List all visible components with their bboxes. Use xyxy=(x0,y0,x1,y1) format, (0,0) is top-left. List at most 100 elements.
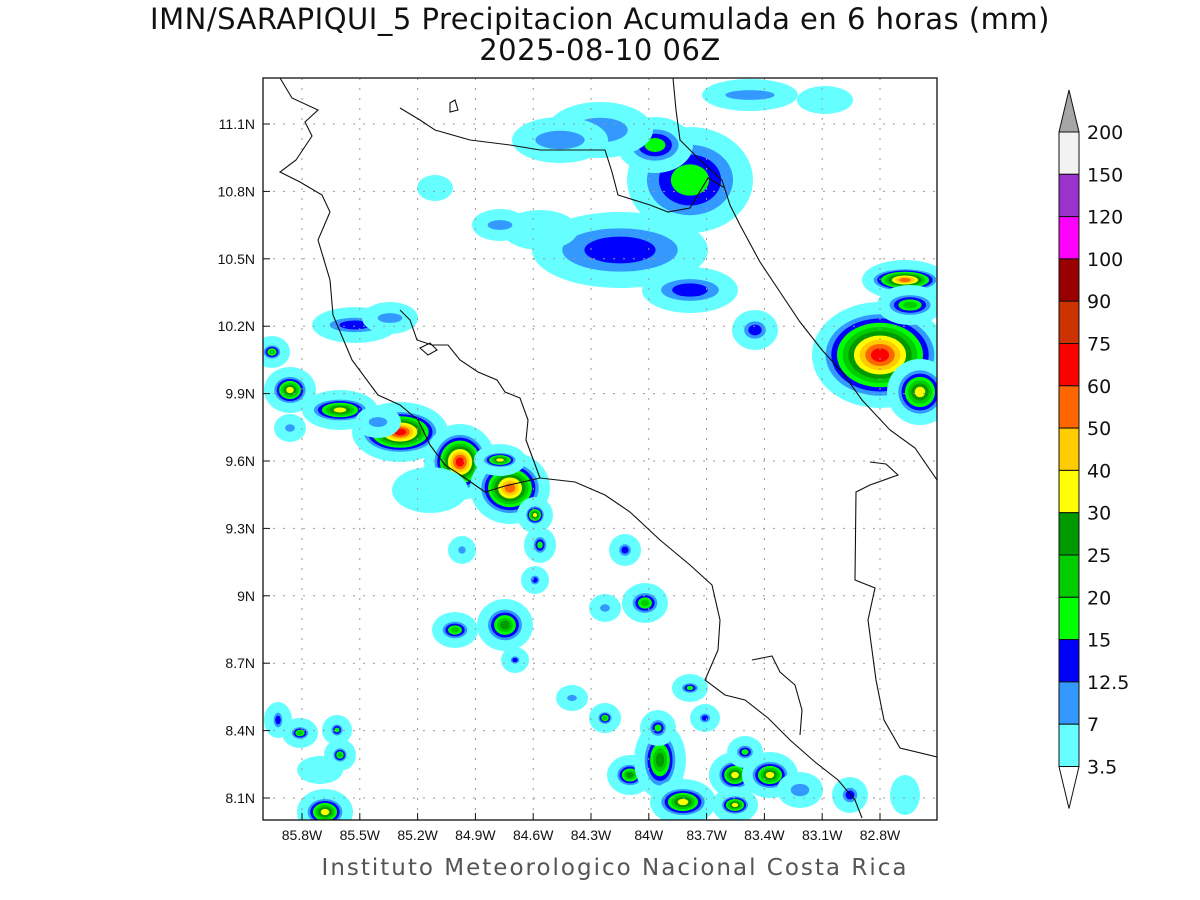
precip-cell xyxy=(622,583,668,623)
precip-contour xyxy=(297,731,303,735)
precip-contour xyxy=(368,417,388,427)
precip-contour xyxy=(339,320,371,330)
nicaragua-pacific-coast xyxy=(278,78,541,493)
precip-cell xyxy=(501,647,529,673)
colorbar-swatch xyxy=(1058,300,1080,345)
precip-contour xyxy=(655,752,665,768)
precip-contour xyxy=(275,715,281,725)
precip-cell xyxy=(517,497,553,533)
precip-contour xyxy=(654,724,662,732)
colorbar-label: 120 xyxy=(1087,207,1123,229)
colorbar-swatch xyxy=(1058,385,1080,429)
precip-cell xyxy=(512,117,608,163)
precip-contour xyxy=(741,749,749,755)
map-frame xyxy=(262,77,938,821)
precip-cell xyxy=(524,527,556,563)
southern-pacific-coast xyxy=(539,477,863,819)
precip-cell xyxy=(642,267,738,313)
precip-contour xyxy=(285,424,295,432)
precip-contour xyxy=(537,541,543,549)
precip-cell xyxy=(297,789,353,820)
lat-label: 8.7N xyxy=(225,655,255,671)
precip-contour xyxy=(584,236,656,264)
precip-contour xyxy=(337,752,343,758)
lon-label: 85.2W xyxy=(397,827,438,843)
precip-cell xyxy=(264,367,316,413)
panama-border xyxy=(854,461,937,758)
precip-contour xyxy=(392,467,468,513)
precipitation-field xyxy=(263,79,937,820)
colorbar-swatch xyxy=(1058,343,1080,387)
precip-cell xyxy=(887,359,937,425)
precip-contour xyxy=(765,771,775,779)
lat-label: 10.2N xyxy=(218,318,255,334)
precip-cell xyxy=(263,336,290,368)
precip-contour xyxy=(450,627,460,633)
precip-contour xyxy=(567,694,577,702)
lat-label: 9.6N xyxy=(225,453,255,469)
precip-contour xyxy=(899,278,911,282)
map-subtitle: 2025-08-10 06Z xyxy=(479,33,721,67)
precip-contour xyxy=(870,348,890,362)
colorbar-swatch xyxy=(1058,681,1080,725)
colorbar-label: 200 xyxy=(1087,122,1123,144)
precip-cell xyxy=(702,79,798,111)
precip-contour xyxy=(320,808,330,816)
lon-label: 82.8W xyxy=(860,827,901,843)
colorbar-swatch xyxy=(1058,639,1080,683)
lat-label: 11.1N xyxy=(219,116,255,132)
precip-cell xyxy=(727,736,763,768)
lon-label: 83.1W xyxy=(802,827,843,843)
colorbar-label: 30 xyxy=(1087,503,1111,525)
colorbar-swatch xyxy=(1058,258,1080,302)
precip-contour xyxy=(512,657,518,663)
colorbar-label: 75 xyxy=(1087,334,1111,356)
precip-contour xyxy=(797,86,853,114)
lat-label: 10.8N xyxy=(218,183,255,199)
colorbar-label: 90 xyxy=(1087,291,1111,313)
precip-contour xyxy=(455,457,465,467)
precip-cell xyxy=(322,715,352,745)
precip-contour xyxy=(686,685,694,691)
lon-label: 84.3W xyxy=(571,827,612,843)
precip-cell xyxy=(832,777,868,813)
precip-contour xyxy=(458,546,466,554)
precip-contour xyxy=(602,716,608,720)
precip-contour xyxy=(487,220,513,230)
precip-cell xyxy=(777,772,823,808)
precip-cell xyxy=(477,599,533,651)
precip-cell xyxy=(521,566,549,594)
precip-contour xyxy=(417,175,453,201)
precip-cell xyxy=(474,444,526,476)
nicoya-coast xyxy=(399,309,541,479)
lon-label: 84.9W xyxy=(455,827,496,843)
precip-cell xyxy=(640,710,676,746)
precip-cell xyxy=(650,779,716,820)
footer-credit: Instituto Meteorologico Nacional Costa R… xyxy=(321,855,909,881)
island-outline xyxy=(449,99,459,113)
lat-label: 8.4N xyxy=(225,723,255,739)
precip-cell xyxy=(282,718,318,748)
precip-contour xyxy=(672,283,708,297)
precip-cell xyxy=(589,703,621,733)
precip-contour xyxy=(725,90,775,100)
precip-cell xyxy=(797,86,853,114)
colorbar-label: 15 xyxy=(1087,630,1111,652)
colorbar-label: 100 xyxy=(1087,249,1123,271)
precip-contour xyxy=(731,802,739,808)
nicaragua-border xyxy=(399,107,726,213)
lat-label: 9N xyxy=(237,588,255,604)
lat-label: 10.5N xyxy=(218,251,255,267)
precip-contour xyxy=(377,313,403,323)
coastlines-borders xyxy=(278,78,937,819)
precip-cell xyxy=(712,787,758,820)
lat-label: 9.9N xyxy=(225,386,255,402)
precip-cell xyxy=(609,534,641,566)
precip-cell xyxy=(556,685,588,711)
precip-contour xyxy=(621,546,629,554)
precip-cell xyxy=(274,414,306,442)
precip-cell xyxy=(877,285,937,325)
precip-contour xyxy=(297,756,343,784)
map-title: IMN/SARAPIQUI_5 Precipitacion Acumulada … xyxy=(150,2,1050,36)
